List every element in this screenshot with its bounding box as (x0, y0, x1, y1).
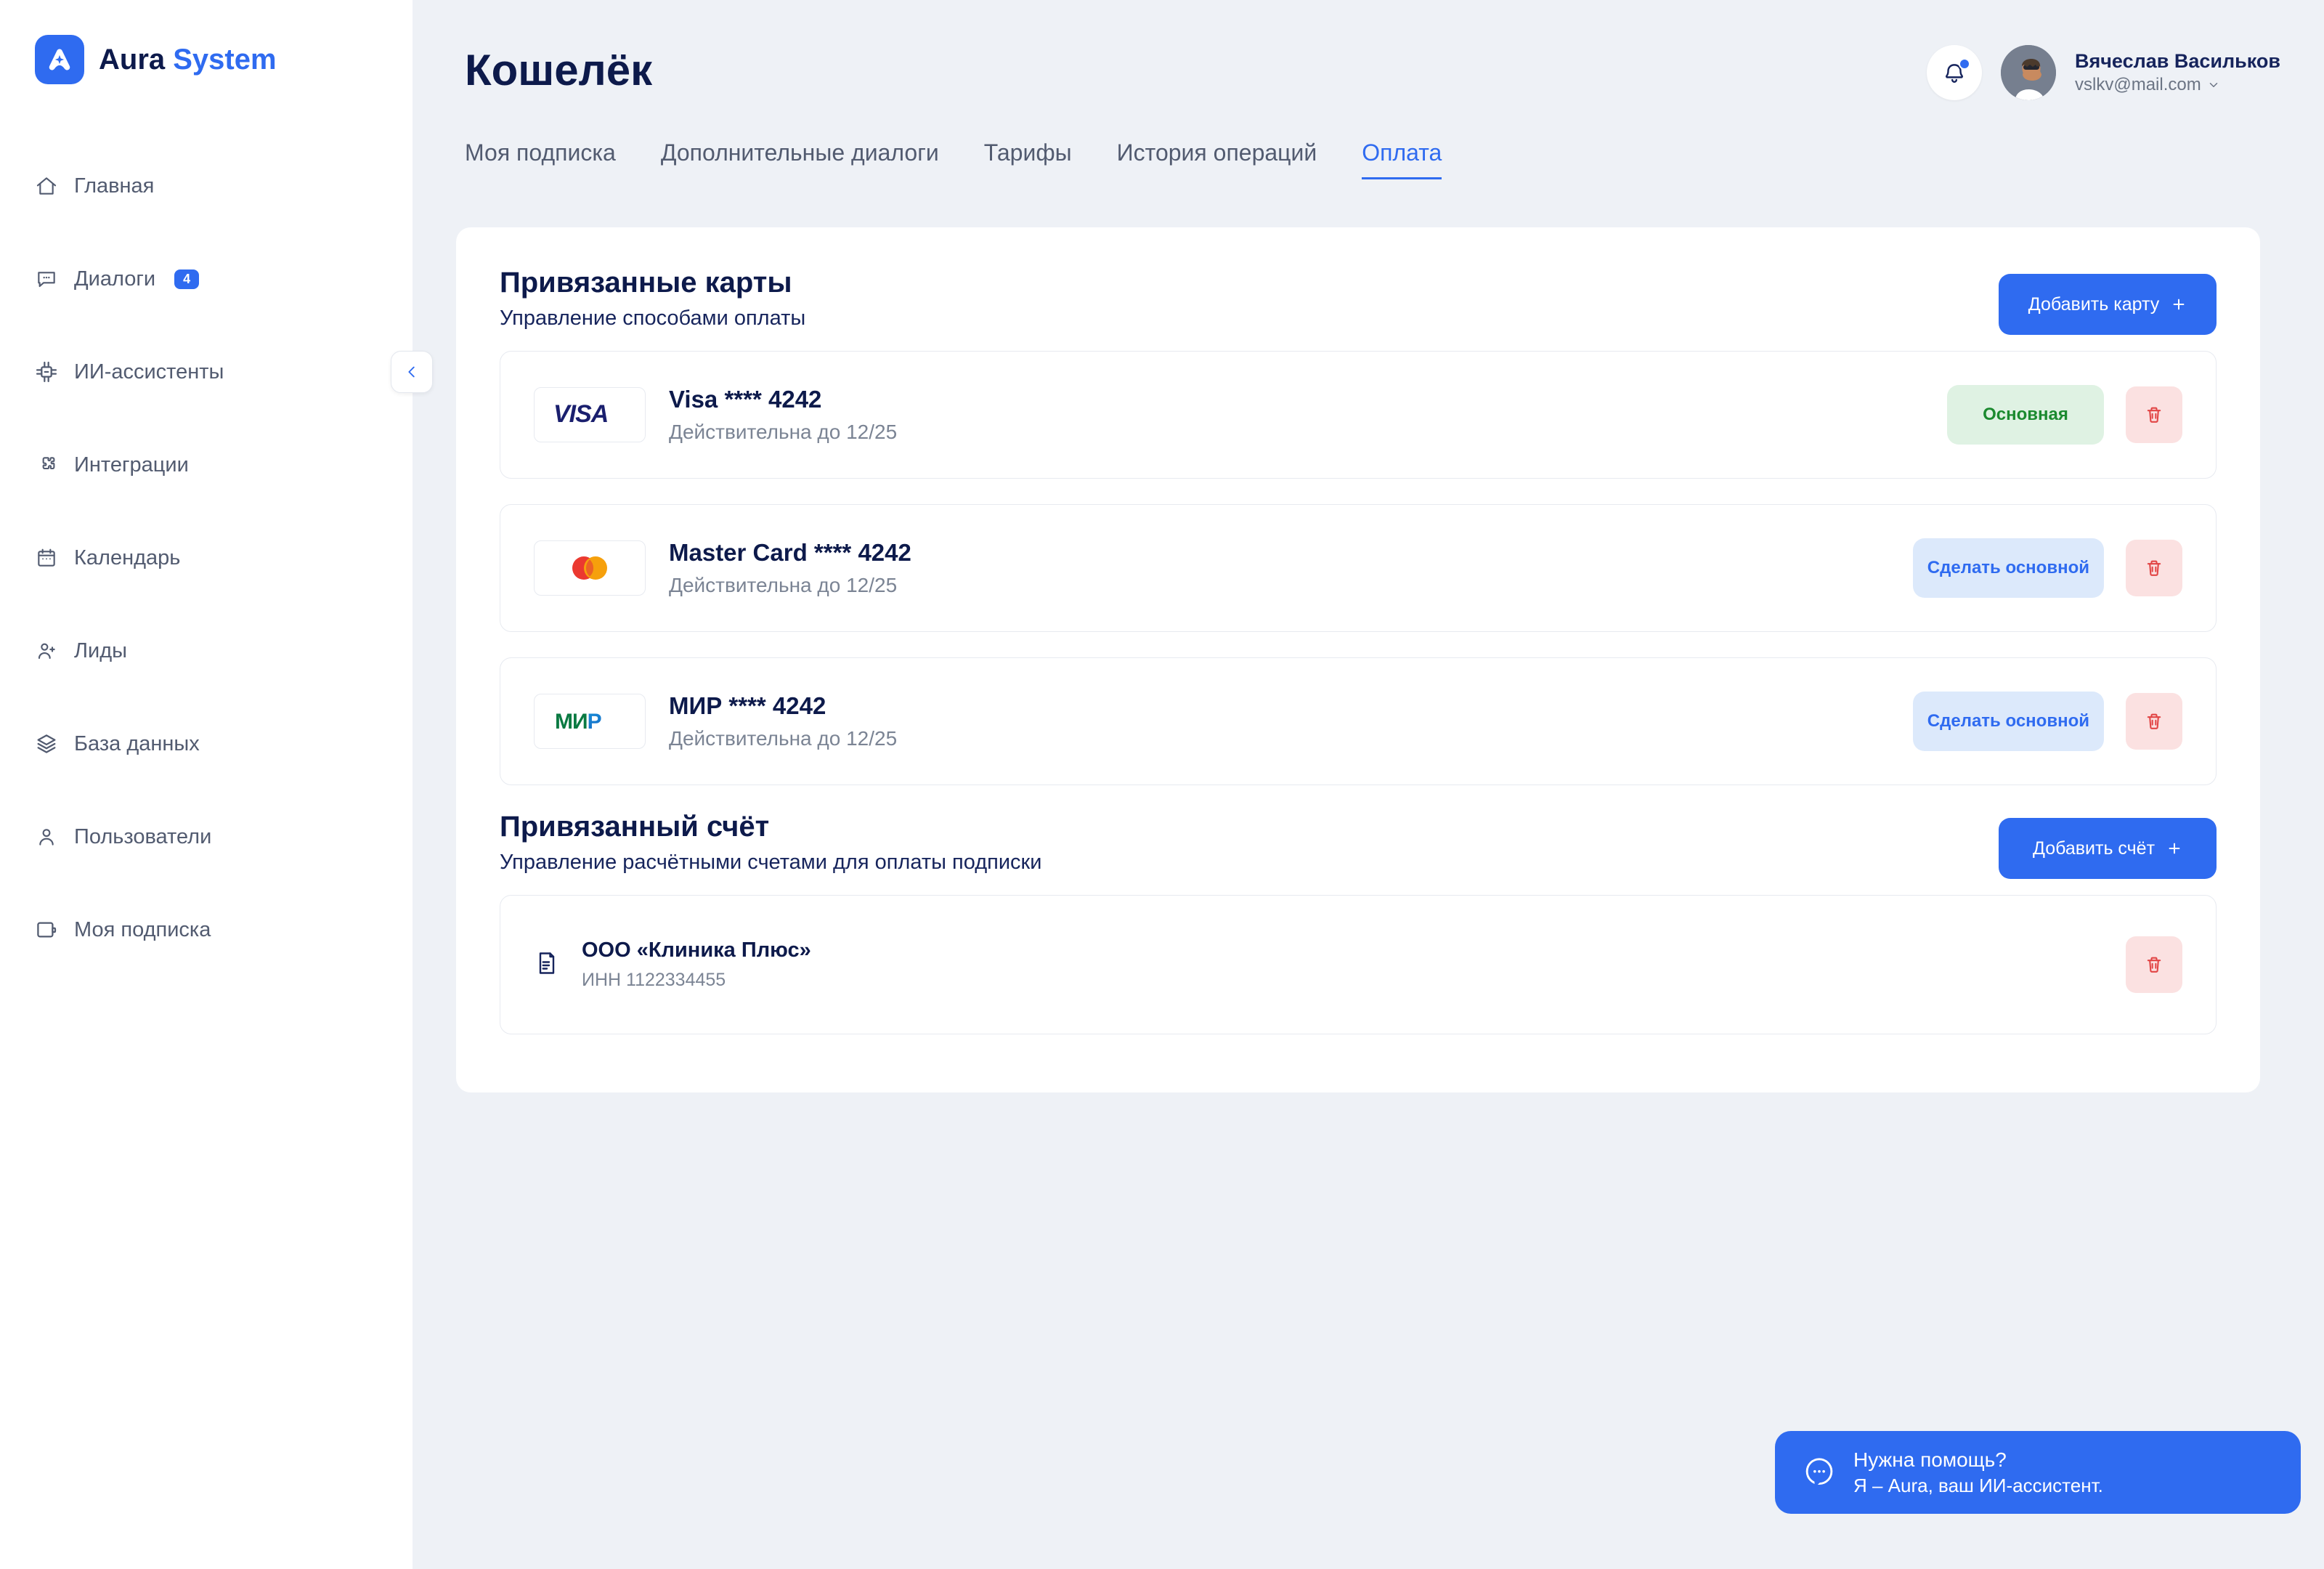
svg-text:МИР: МИР (555, 710, 601, 734)
svg-text:VISA: VISA (553, 401, 608, 428)
